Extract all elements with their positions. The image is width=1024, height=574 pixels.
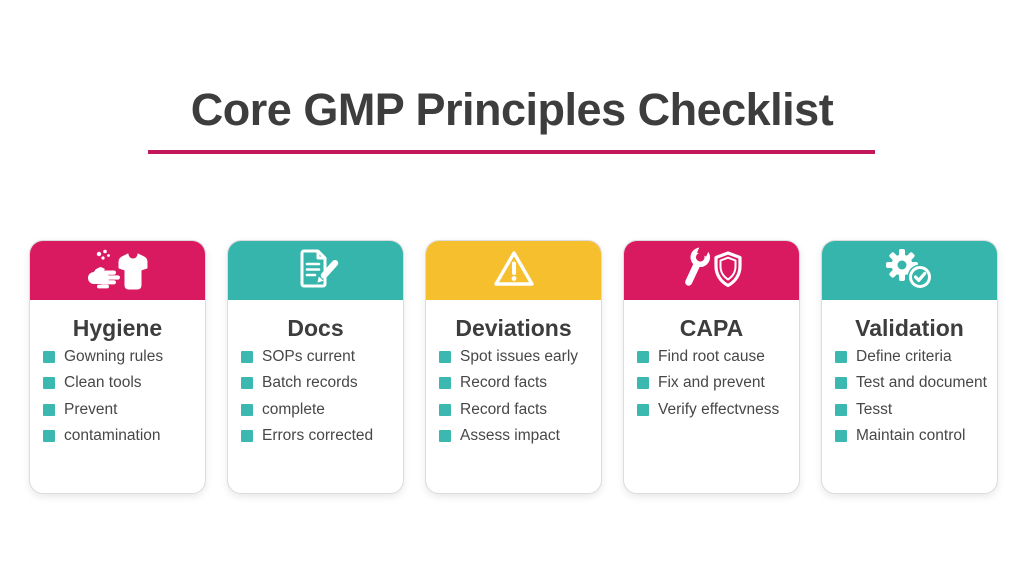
list-item-text: Record facts xyxy=(460,400,548,418)
card-validation: Validation Define criteria Test and docum… xyxy=(821,240,998,494)
list-item: Batch records xyxy=(241,374,395,392)
list-item: Fix and prevent xyxy=(637,374,791,392)
list-item-text: Tesst xyxy=(856,400,893,418)
bullet-square-icon xyxy=(439,429,451,442)
card-list: SOPs current Batch records complete Errors … xyxy=(228,348,403,444)
list-item-text: Record facts xyxy=(460,374,548,392)
list-item-text: SOPs current xyxy=(262,348,356,365)
list-item-text: Batch records xyxy=(262,374,358,392)
card-title: CAPA xyxy=(679,315,744,341)
list-item: complete xyxy=(241,400,395,418)
card-list: Gowning rules Clean tools Prevent contamina… xyxy=(30,348,205,444)
bullet-square-icon xyxy=(637,403,649,416)
bullet-square-icon xyxy=(43,429,55,442)
list-item: Clean tools xyxy=(43,374,197,392)
list-item-text: Spot issues early xyxy=(460,348,579,365)
list-item-text: contamination xyxy=(64,426,161,444)
list-item: Verify effectvness xyxy=(637,400,791,418)
list-item: Assess impact xyxy=(439,426,593,444)
card-deviations: Deviations Spot issues early Record facts… xyxy=(425,240,602,494)
card-title: Docs xyxy=(287,315,344,341)
card-header xyxy=(822,241,997,300)
bullet-square-icon xyxy=(43,351,55,363)
list-item: Errors corrected xyxy=(241,426,395,444)
bullet-square-icon xyxy=(835,429,847,442)
bullet-square-icon xyxy=(637,377,649,390)
card-title: Deviations xyxy=(455,315,572,341)
card-header xyxy=(624,241,799,300)
bullet-square-icon xyxy=(241,403,253,416)
list-item: contamination xyxy=(43,426,197,444)
list-item: Spot issues early xyxy=(439,348,593,365)
bullet-square-icon xyxy=(439,403,451,416)
card-header xyxy=(30,241,205,300)
list-item: Prevent xyxy=(43,400,197,418)
list-item-text: complete xyxy=(262,400,325,418)
wrench-shield-icon xyxy=(684,247,742,288)
card-list: Find root cause Fix and prevent Verify eff… xyxy=(624,348,799,418)
list-item-text: Define criteria xyxy=(856,348,952,365)
handwash-gown-icon xyxy=(87,249,147,290)
bullet-square-icon xyxy=(241,377,253,390)
card-header xyxy=(426,241,601,300)
bullet-square-icon xyxy=(439,377,451,390)
document-edit-icon xyxy=(300,249,338,288)
gear-check-icon xyxy=(885,249,932,290)
list-item: Define criteria xyxy=(835,348,989,365)
list-item: Test and document xyxy=(835,374,989,392)
list-item: Record facts xyxy=(439,374,593,392)
card-row: Hygiene Gowning rules Clean tools Prevent c… xyxy=(29,240,998,494)
bullet-square-icon xyxy=(43,403,55,416)
warning-triangle-icon xyxy=(493,251,534,286)
list-item-text: Errors corrected xyxy=(262,426,374,444)
card-hygiene: Hygiene Gowning rules Clean tools Prevent c… xyxy=(29,240,206,494)
list-item-text: Maintain control xyxy=(856,426,966,444)
list-item: Maintain control xyxy=(835,426,989,444)
list-item: Gowning rules xyxy=(43,348,197,365)
bullet-square-icon xyxy=(439,351,451,363)
list-item-text: Test and document xyxy=(856,374,987,392)
list-item-text: Prevent xyxy=(64,400,118,418)
list-item: Record facts xyxy=(439,400,593,418)
list-item-text: Verify effectvness xyxy=(658,400,780,418)
list-item-text: Assess impact xyxy=(460,426,560,444)
page-title: Core GMP Principles Checklist xyxy=(190,84,834,135)
bullet-square-icon xyxy=(835,377,847,390)
list-item: Find root cause xyxy=(637,348,791,365)
bullet-square-icon xyxy=(241,351,253,363)
card-title: Validation xyxy=(855,315,964,341)
card-capa: CAPA Find root cause Fix and prevent Verif… xyxy=(623,240,800,494)
bullet-square-icon xyxy=(835,351,847,363)
list-item-text: Clean tools xyxy=(64,374,142,392)
card-docs: Docs SOPs current Batch records complete Er… xyxy=(227,240,404,494)
bullet-square-icon xyxy=(637,351,649,363)
bullet-square-icon xyxy=(43,377,55,390)
list-item: Tesst xyxy=(835,400,989,418)
bullet-square-icon xyxy=(241,429,253,442)
card-title: Hygiene xyxy=(72,315,163,341)
list-item: SOPs current xyxy=(241,348,395,365)
list-item-text: Find root cause xyxy=(658,348,765,365)
bullet-square-icon xyxy=(835,403,847,416)
list-item-text: Fix and prevent xyxy=(658,374,765,392)
title-underline xyxy=(148,150,875,154)
card-list: Spot issues early Record facts Record fact… xyxy=(426,348,601,444)
list-item-text: Gowning rules xyxy=(64,348,164,365)
card-list: Define criteria Test and document Tesst Mai… xyxy=(822,348,997,444)
card-header xyxy=(228,241,403,300)
